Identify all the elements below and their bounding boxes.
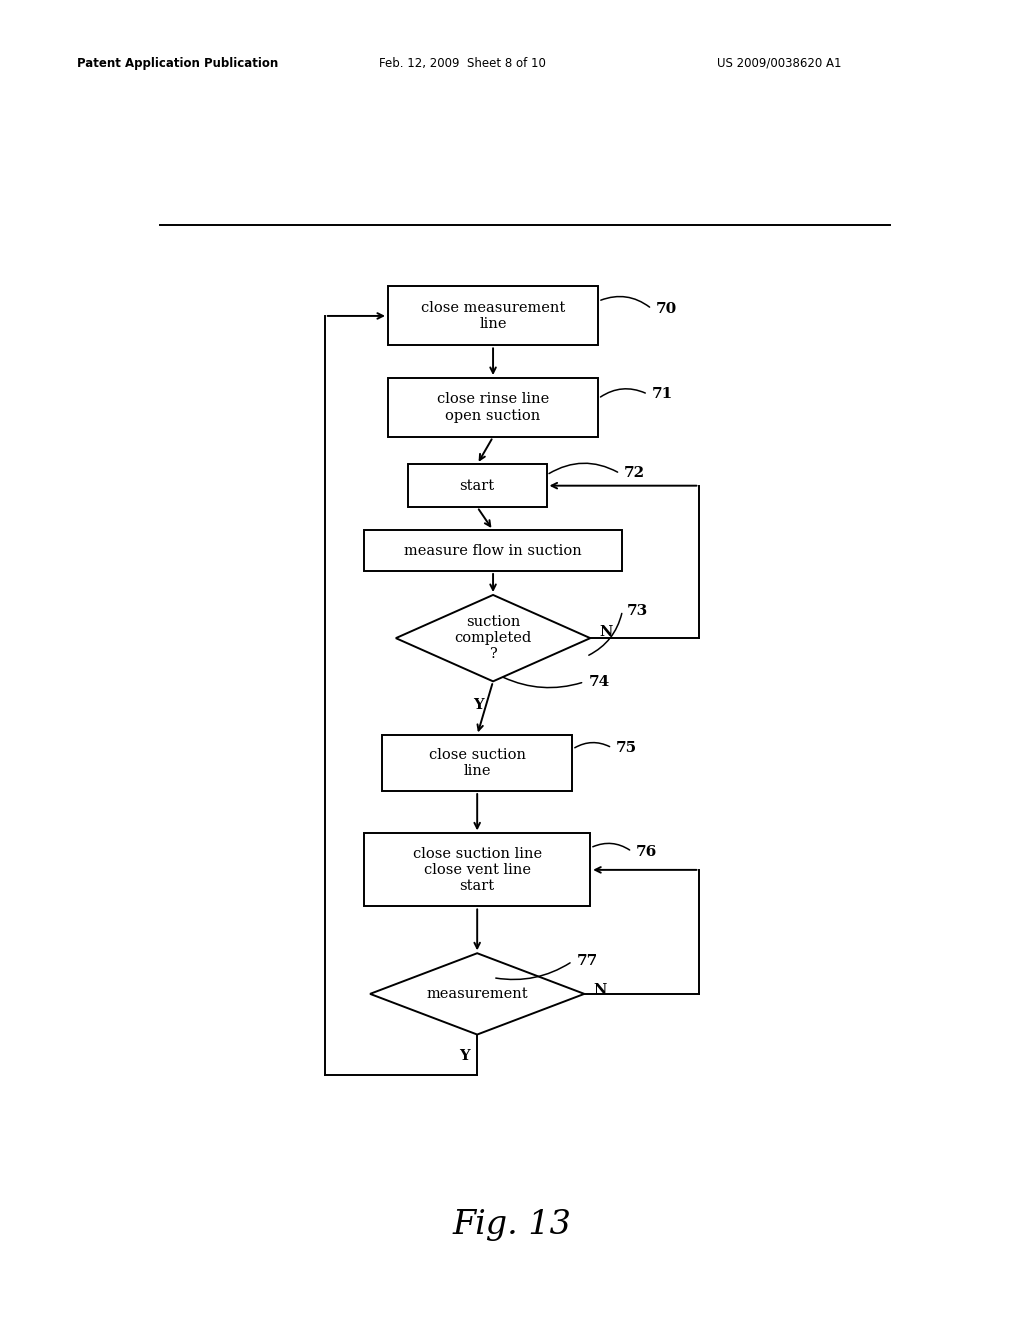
Text: measure flow in suction: measure flow in suction (404, 544, 582, 558)
Text: 77: 77 (577, 954, 598, 969)
Text: 70: 70 (655, 302, 677, 315)
Text: 72: 72 (624, 466, 645, 480)
Text: 74: 74 (588, 675, 609, 689)
Text: Y: Y (459, 1049, 470, 1063)
Text: close rinse line
open suction: close rinse line open suction (437, 392, 549, 422)
Text: Patent Application Publication: Patent Application Publication (77, 57, 279, 70)
Polygon shape (370, 953, 585, 1035)
Text: N: N (594, 983, 607, 997)
Bar (382, 735, 572, 791)
Text: US 2009/0038620 A1: US 2009/0038620 A1 (717, 57, 842, 70)
Text: N: N (600, 626, 613, 639)
Bar (388, 286, 598, 346)
Text: close suction
line: close suction line (429, 748, 525, 779)
Text: Y: Y (473, 697, 484, 711)
Bar (388, 378, 598, 437)
Text: 71: 71 (652, 387, 673, 401)
Bar (365, 833, 590, 907)
Text: Feb. 12, 2009  Sheet 8 of 10: Feb. 12, 2009 Sheet 8 of 10 (379, 57, 546, 70)
Text: close measurement
line: close measurement line (421, 301, 565, 331)
Text: measurement: measurement (426, 987, 528, 1001)
Text: 75: 75 (616, 741, 637, 755)
Text: close suction line
close vent line
start: close suction line close vent line start (413, 846, 542, 894)
Bar (408, 465, 547, 507)
Text: 73: 73 (627, 603, 647, 618)
Text: start: start (460, 479, 495, 492)
Text: 76: 76 (636, 845, 657, 858)
Bar (365, 531, 622, 572)
Text: Fig. 13: Fig. 13 (453, 1209, 571, 1241)
Text: suction
completed
?: suction completed ? (455, 615, 531, 661)
Polygon shape (396, 595, 590, 681)
